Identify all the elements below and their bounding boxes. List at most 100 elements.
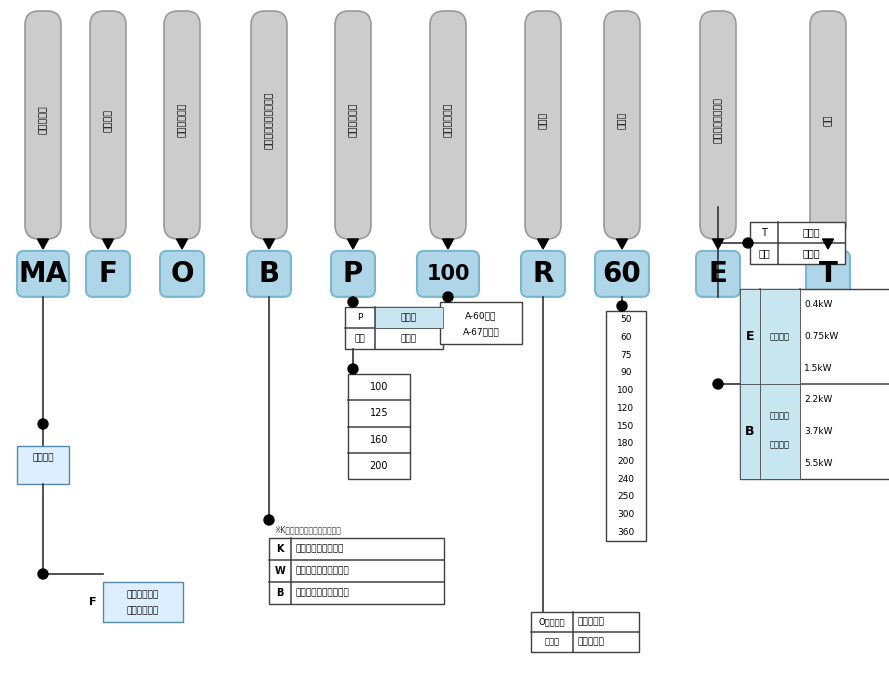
Text: B: B	[276, 588, 284, 598]
Text: 160: 160	[370, 434, 388, 445]
Circle shape	[264, 515, 274, 525]
Bar	[750, 222, 845, 264]
Text: 5.5kW: 5.5kW	[804, 459, 832, 468]
Circle shape	[348, 297, 358, 307]
FancyBboxPatch shape	[417, 251, 479, 297]
Text: 一段ウオーム: 一段ウオーム	[127, 591, 159, 600]
Bar	[531, 612, 639, 652]
Circle shape	[713, 379, 723, 389]
Text: 180: 180	[617, 439, 635, 448]
Text: F: F	[99, 260, 117, 288]
Bar	[269, 538, 444, 604]
Text: シリーズ名: シリーズ名	[38, 105, 47, 135]
Text: 脚なし: 脚なし	[401, 334, 417, 343]
Polygon shape	[37, 239, 49, 249]
Text: 75: 75	[621, 350, 632, 359]
Text: E: E	[746, 330, 754, 343]
FancyBboxPatch shape	[17, 251, 69, 297]
Text: E: E	[709, 260, 727, 288]
FancyBboxPatch shape	[430, 11, 466, 239]
Text: 標準品: 標準品	[803, 248, 821, 258]
Circle shape	[38, 419, 48, 429]
Text: 150: 150	[617, 421, 635, 430]
Text: な　し: な し	[544, 638, 559, 647]
Text: 200: 200	[618, 457, 635, 466]
Text: R: R	[533, 260, 554, 288]
Bar	[345, 307, 443, 349]
Text: K: K	[276, 544, 284, 554]
Polygon shape	[538, 239, 549, 249]
Circle shape	[617, 301, 627, 311]
Text: P: P	[357, 313, 363, 322]
Text: 出　力　軸　垂　直: 出 力 軸 垂 直	[295, 545, 343, 554]
Circle shape	[743, 238, 753, 248]
Bar	[760, 384, 800, 479]
Circle shape	[348, 364, 358, 374]
Text: 250: 250	[618, 492, 635, 501]
Text: O: O	[171, 260, 194, 288]
Text: F: F	[89, 597, 96, 607]
Text: 120: 120	[618, 404, 635, 413]
Text: 1.5kW: 1.5kW	[804, 364, 832, 373]
Bar	[103, 582, 183, 622]
Text: 種別: 種別	[823, 115, 832, 126]
Polygon shape	[263, 239, 275, 249]
FancyBboxPatch shape	[525, 11, 561, 239]
Text: MA: MA	[19, 260, 68, 288]
Bar	[740, 289, 760, 384]
Text: 上ウォーム形各軸水平: 上ウォーム形各軸水平	[295, 566, 348, 575]
Text: 200: 200	[370, 461, 388, 471]
Text: 減速機の型番: 減速機の型番	[444, 103, 453, 137]
Text: 100: 100	[426, 264, 469, 284]
Bar	[375, 307, 443, 328]
FancyBboxPatch shape	[251, 11, 287, 239]
Text: 出力中実軸: 出力中実軸	[577, 638, 604, 647]
Circle shape	[443, 292, 453, 302]
Text: W: W	[275, 566, 285, 576]
Polygon shape	[177, 239, 188, 249]
Text: 減速比: 減速比	[618, 111, 627, 128]
Text: P: P	[343, 260, 363, 288]
Text: 0.4kW: 0.4kW	[804, 301, 832, 310]
Polygon shape	[348, 239, 358, 249]
FancyBboxPatch shape	[696, 251, 740, 297]
Text: 脚　付: 脚 付	[401, 313, 417, 322]
Bar	[17, 446, 69, 484]
Polygon shape	[822, 239, 834, 249]
Bar	[440, 302, 522, 344]
Text: 出力軸の種別: 出力軸の種別	[178, 103, 187, 137]
Text: 60: 60	[603, 260, 641, 288]
Text: 軸配置: 軸配置	[539, 111, 548, 128]
Text: モータ付: モータ付	[770, 440, 790, 449]
FancyBboxPatch shape	[700, 11, 736, 239]
Text: モータ付きの仕様: モータ付きの仕様	[714, 97, 723, 143]
Polygon shape	[712, 239, 724, 249]
FancyBboxPatch shape	[86, 251, 130, 297]
Text: モータ付: モータ付	[770, 332, 790, 341]
Text: 3.7kW: 3.7kW	[804, 427, 832, 436]
Text: 2.2kW: 2.2kW	[804, 396, 832, 405]
FancyBboxPatch shape	[521, 251, 565, 297]
Polygon shape	[102, 239, 114, 249]
FancyBboxPatch shape	[25, 11, 61, 239]
Text: 50: 50	[621, 315, 632, 324]
Text: T: T	[761, 228, 767, 237]
Text: 二段ヘリカル: 二段ヘリカル	[127, 607, 159, 616]
Text: 100: 100	[370, 382, 388, 392]
Text: なし: なし	[758, 248, 770, 258]
Text: 90: 90	[621, 369, 632, 378]
Text: 240: 240	[618, 475, 635, 484]
FancyBboxPatch shape	[247, 251, 291, 297]
FancyBboxPatch shape	[90, 11, 126, 239]
Text: A-60及び: A-60及び	[465, 312, 497, 321]
FancyBboxPatch shape	[595, 251, 649, 297]
FancyBboxPatch shape	[806, 251, 850, 297]
FancyBboxPatch shape	[164, 11, 200, 239]
Text: ※K形は取付脚はありません。: ※K形は取付脚はありません。	[274, 525, 340, 534]
Text: なし: なし	[355, 334, 365, 343]
Text: 減速方法: 減速方法	[103, 108, 113, 131]
Text: 入出力軸の位置と姿勢: 入出力軸の位置と姿勢	[265, 91, 274, 149]
Text: 下ウォーム形各軸水平: 下ウォーム形各軸水平	[295, 589, 348, 598]
Text: 60: 60	[621, 333, 632, 342]
Text: 300: 300	[617, 510, 635, 519]
